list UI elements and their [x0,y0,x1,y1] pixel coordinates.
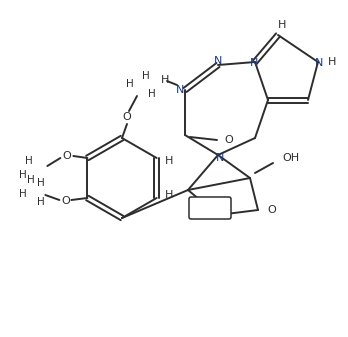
Text: H: H [19,189,27,199]
Text: H: H [126,79,134,89]
Text: H: H [165,190,173,200]
Text: H: H [165,156,173,166]
Text: O: O [224,135,234,145]
Text: H: H [278,20,286,30]
Text: H: H [25,156,33,166]
Text: H: H [142,71,150,81]
Text: O: O [61,196,70,206]
FancyBboxPatch shape [189,197,231,219]
Text: H: H [328,57,336,67]
Text: N: N [216,153,224,163]
Text: H: H [161,75,169,85]
Text: O: O [122,112,132,122]
Text: H: H [19,170,27,180]
Text: H: H [38,197,45,207]
Text: N: N [176,85,184,95]
Text: O: O [62,151,71,161]
Text: H: H [38,178,45,188]
Text: N: N [250,58,258,68]
Text: O: O [268,205,276,215]
Text: Abs: Abs [200,203,220,213]
Text: OH: OH [283,153,300,163]
Text: N: N [315,58,323,68]
Text: H: H [27,175,35,185]
Text: N: N [214,56,222,66]
Text: H: H [148,89,156,99]
